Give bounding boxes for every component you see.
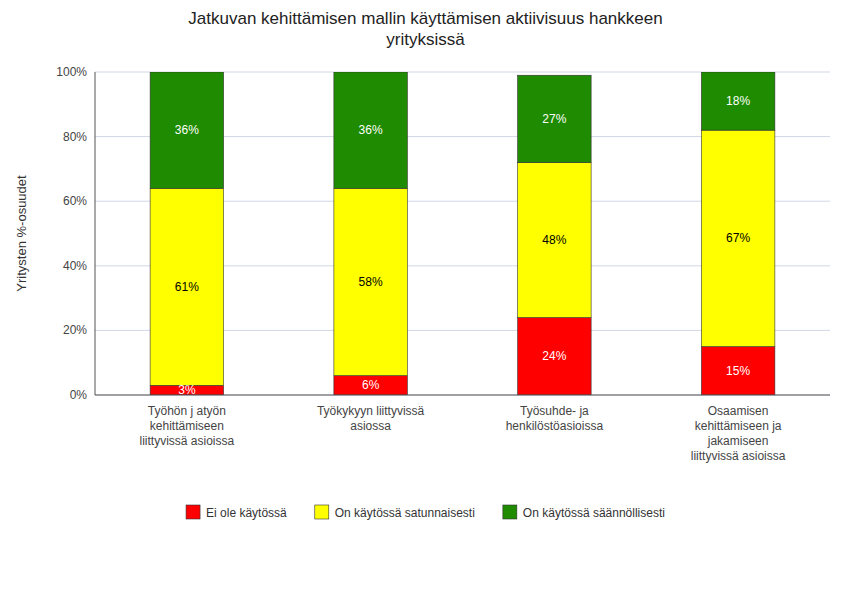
data-label: 18% [726, 94, 750, 108]
text-line: kehittämiseen [150, 419, 224, 433]
bar-segment [701, 72, 775, 130]
bar-segment [334, 72, 408, 188]
text-line: Jatkuvan kehittämisen mallin käyttämisen… [188, 9, 662, 28]
y-tick-label: 40% [63, 259, 87, 273]
chart: Jatkuvan kehittämisen mallin käyttämisen… [0, 0, 851, 603]
bar-segment [518, 75, 592, 162]
data-label: 67% [726, 231, 750, 245]
text-line: Työsuhde- ja [520, 404, 589, 418]
data-label: 58% [359, 275, 383, 289]
text-line: jakamiseen [707, 434, 769, 448]
bar-segment [701, 130, 775, 346]
bar-segment [701, 347, 775, 395]
text-line: Työkykyyn liittyvissä [317, 404, 425, 418]
bar-segment [334, 376, 408, 395]
grid [95, 72, 830, 395]
y-tick-label: 20% [63, 323, 87, 337]
data-labels: 3%6%24%15%61%58%48%67%36%36%27%18% [175, 94, 751, 397]
data-label: 36% [359, 123, 383, 137]
grid-line [95, 395, 830, 396]
bars [150, 72, 775, 395]
legend: Ei ole käytössä On käytössä satunnaisesti… [186, 505, 665, 520]
x-tick-label: Työkykyyn liittyvissäasiossa [317, 404, 425, 433]
data-label: 27% [542, 112, 566, 126]
text-line: liittyvissä asioissa [691, 449, 786, 463]
x-tick-label: Työsuhde- jahenkilöstöasioissa [506, 404, 604, 433]
text-line: yrityksissä [386, 30, 465, 49]
data-label: 24% [542, 349, 566, 363]
y-tick-label: 60% [63, 194, 87, 208]
legend-item: On käytössä säännöllisesti [503, 505, 665, 520]
y-axis-label: Yritysten %-osuudet [14, 175, 29, 292]
legend-swatch [186, 505, 200, 519]
legend-item: Ei ole käytössä [186, 505, 287, 520]
bar-segment [150, 188, 224, 385]
bar-segment [518, 317, 592, 395]
data-label: 6% [362, 378, 380, 392]
data-label: 61% [175, 280, 199, 294]
legend-item: On käytössä satunnaisesti [315, 505, 475, 520]
legend-swatch [315, 505, 329, 519]
background [0, 0, 851, 603]
data-label: 15% [726, 364, 750, 378]
text-line: henkilöstöasioissa [506, 419, 604, 433]
data-label: 48% [542, 233, 566, 247]
x-tick-label: Työhön j atyönkehittämiseenliittyvissä a… [140, 404, 235, 448]
text-line: kehittämiseen ja [695, 419, 782, 433]
y-axis-line [95, 72, 96, 395]
title: Jatkuvan kehittämisen mallin käyttämisen… [188, 9, 662, 49]
bar-segment [150, 72, 224, 188]
x-axis-line [95, 395, 830, 396]
y-tick-label: 0% [70, 388, 88, 402]
text-line: liittyvissä asioissa [140, 434, 235, 448]
text-line: Työhön j atyön [148, 404, 226, 418]
legend-label: Ei ole käytössä [206, 506, 287, 520]
text-line: asiossa [350, 419, 391, 433]
y-tick-label: 80% [63, 130, 87, 144]
legend-label: On käytössä satunnaisesti [335, 506, 475, 520]
legend-label: On käytössä säännöllisesti [523, 506, 665, 520]
data-label: 36% [175, 123, 199, 137]
y-tick-label: 100% [56, 65, 87, 79]
text-line: Osaamisen [708, 404, 769, 418]
x-tick-label: Osaamisenkehittämiseen jajakamiseenliitt… [691, 404, 786, 463]
bar-segment [518, 162, 592, 317]
legend-swatch [503, 505, 517, 519]
bar-segment [334, 188, 408, 375]
